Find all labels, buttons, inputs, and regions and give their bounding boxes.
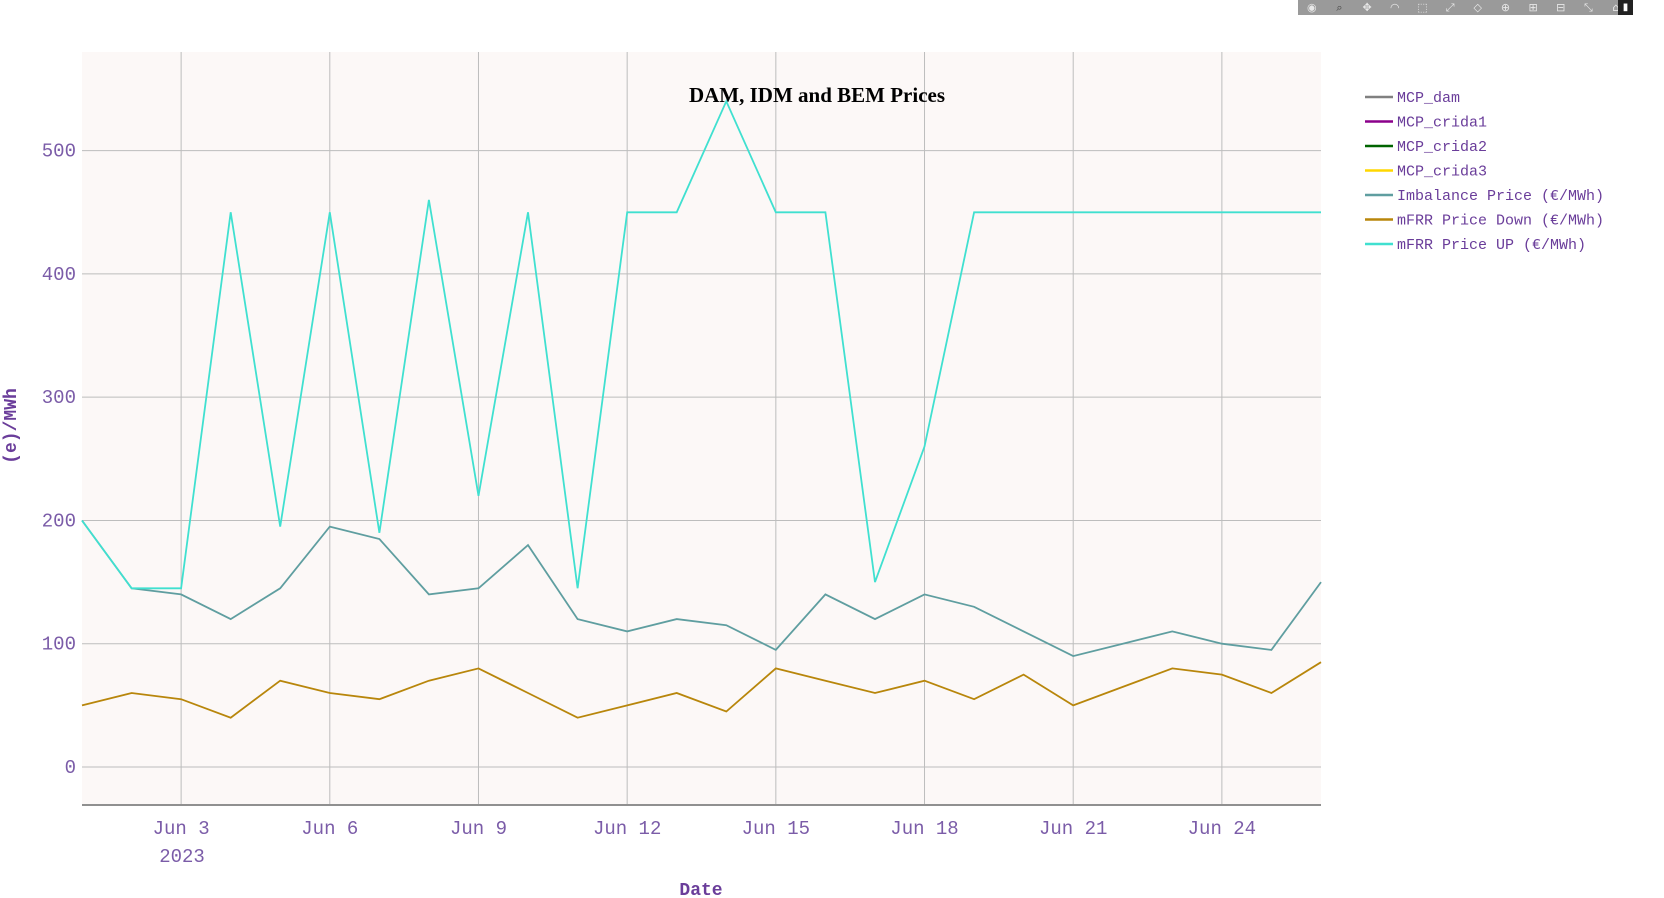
x-axis-title: Date [679, 881, 722, 898]
x-tick-label: Jun 15 [742, 818, 810, 840]
legend-item[interactable]: MCP_crida2 [1365, 139, 1487, 156]
y-tick-label: 300 [42, 387, 76, 409]
legend: MCP_dam MCP_crida1 MCP_crida2 MCP_crida3 Imb… [1365, 90, 1604, 254]
y-tick-label: 0 [65, 757, 76, 779]
autoscale-icon[interactable]: ⤡ [1583, 1, 1593, 14]
reset-axes-icon[interactable]: ⌂ [1612, 1, 1620, 14]
zoom-icon[interactable]: ⌕ [1336, 1, 1343, 14]
series-line-mfrr [81, 99, 1321, 590]
plot-background [82, 52, 1321, 804]
series-layer [81, 99, 1322, 719]
x-year-label: 2023 [159, 846, 205, 868]
zoom-out-icon[interactable]: ⊟ [1556, 1, 1566, 14]
grid-lines [82, 52, 1321, 804]
legend-label: MCP_crida2 [1397, 139, 1487, 156]
x-tick-label: Jun 12 [593, 818, 661, 840]
x-tick-label: Jun 24 [1188, 818, 1256, 840]
hover-compare-icon[interactable]: ⊕ [1500, 1, 1511, 14]
x-tick-labels: Jun 3 Jun 6 Jun 9 Jun 12 Jun 15 Jun 18 Jun 21 J… [153, 818, 1256, 840]
legend-item[interactable]: MCP_crida1 [1365, 115, 1487, 132]
hover-closest-icon[interactable]: ◇ [1473, 1, 1482, 14]
series-line-imbalance [81, 519, 1322, 658]
select-icon[interactable]: ⬚ [1417, 1, 1428, 14]
legend-item[interactable]: mFRR Price Down (€/MWh) [1365, 213, 1604, 230]
y-tick-label: 400 [42, 264, 76, 286]
camera-icon[interactable]: ◉ [1307, 1, 1317, 14]
chart-title: DAM, IDM and BEM Prices [689, 83, 945, 107]
legend-label: Imbalance Price (€/MWh) [1397, 188, 1604, 205]
legend-item[interactable]: mFRR Price UP (€/MWh) [1365, 237, 1586, 254]
legend-label: mFRR Price UP (€/MWh) [1397, 237, 1586, 254]
pan-icon[interactable]: ✥ [1362, 1, 1372, 14]
legend-label: MCP_crida1 [1397, 115, 1487, 132]
zoom-in-icon[interactable]: ⊞ [1528, 1, 1538, 14]
legend-label: MCP_dam [1397, 90, 1460, 107]
legend-label: MCP_crida3 [1397, 164, 1487, 181]
x-tick-label: Jun 3 [153, 818, 210, 840]
legend-item[interactable]: Imbalance Price (€/MWh) [1365, 188, 1604, 205]
y-tick-label: 200 [42, 510, 76, 532]
x-tick-label: Jun 21 [1039, 818, 1107, 840]
x-tick-label: Jun 9 [450, 818, 507, 840]
legend-item[interactable]: MCP_crida3 [1365, 164, 1487, 181]
y-tick-labels: 0 100 200 300 400 500 [42, 141, 76, 779]
series-line-mfrr [81, 661, 1322, 719]
y-tick-label: 100 [42, 634, 76, 656]
spike-icon[interactable]: ⤢ [1445, 1, 1455, 14]
legend-label: mFRR Price Down (€/MWh) [1397, 213, 1604, 230]
y-tick-label: 500 [42, 141, 76, 163]
lasso-icon[interactable]: ◠ [1389, 1, 1400, 14]
x-tick-label: Jun 18 [890, 818, 958, 840]
plotly-logo-icon[interactable]: ▮ [1618, 0, 1633, 15]
legend-item[interactable]: MCP_dam [1365, 90, 1460, 107]
y-axis-title: (e)/MWh [2, 388, 22, 464]
modebar: ◉ ⌕ ✥ ◠ ⬚ ⤢ ◇ ⊕ ⊞ ⊟ ⤡ ⌂ [1298, 0, 1630, 15]
x-tick-label: Jun 6 [301, 818, 358, 840]
